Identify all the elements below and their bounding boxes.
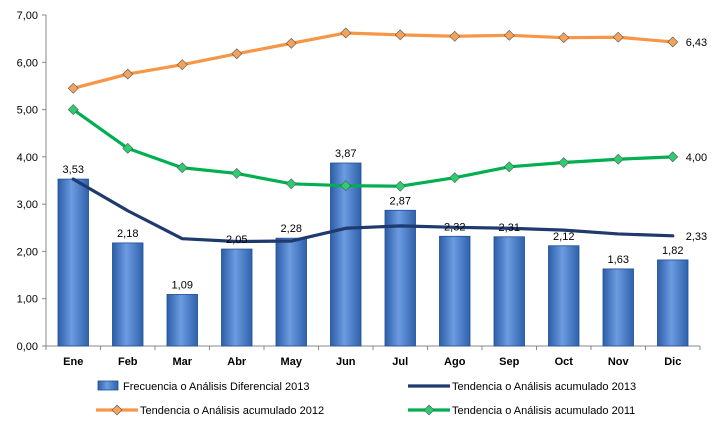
series-point [176, 59, 188, 71]
x-tick-label: Abr [227, 356, 247, 368]
x-tick-label: Sep [499, 356, 519, 368]
bar-data-label: 2,05 [226, 234, 247, 246]
bar-data-label: 1,63 [608, 254, 629, 266]
legend-label: Tendencia o Análisis acumulado 2012 [140, 405, 324, 417]
y-tick-label: 4,00 [17, 152, 38, 164]
series-line [71, 177, 675, 244]
bar-data-label: 3,87 [335, 148, 356, 160]
series-line [71, 107, 675, 188]
bar-data-label: 1,09 [172, 279, 193, 291]
legend-label: Frecuencia o Análisis Diferencial 2013 [123, 381, 310, 393]
x-tick-label: Dic [664, 356, 681, 368]
series-point [503, 161, 515, 173]
series-point [285, 37, 297, 49]
x-tick-label: Jun [336, 356, 356, 368]
y-tick-label: 7,00 [17, 10, 38, 22]
bar-data-label: 2,87 [390, 195, 411, 207]
series-end-label: 4,00 [686, 152, 707, 164]
series-point [558, 157, 570, 168]
legend-swatch-marker [111, 404, 123, 416]
x-tick-label: Ene [63, 356, 83, 368]
series-point [176, 162, 188, 174]
series-point [449, 30, 461, 42]
series-end-label: 6,43 [686, 37, 707, 49]
x-tick-label: May [281, 356, 303, 368]
bar [330, 162, 362, 347]
x-tick-label: Jul [392, 356, 408, 368]
series-point [340, 180, 352, 192]
legend-swatch-marker [423, 404, 435, 416]
series-point [231, 48, 243, 60]
series-point [394, 29, 406, 41]
series-point [667, 151, 679, 163]
x-tick-label: Oct [555, 356, 574, 368]
x-tick-label: Feb [118, 356, 138, 368]
series-point [394, 180, 406, 192]
bar-data-label: 2,18 [117, 228, 138, 240]
series-point [122, 68, 134, 80]
legend-label: Tendencia o Análisis acumulado 2011 [452, 405, 635, 417]
bar [548, 245, 580, 347]
series-point [231, 167, 243, 179]
bar-data-label: 3,53 [63, 164, 84, 176]
y-tick-label: 1,00 [17, 294, 38, 306]
bar [602, 268, 634, 347]
series-point [558, 32, 570, 44]
x-tick-label: Ago [444, 356, 466, 368]
series-line [71, 31, 675, 90]
series-point [340, 27, 352, 39]
series-point [67, 82, 79, 94]
y-tick-label: 2,00 [17, 246, 38, 258]
series-end-label: 2,33 [686, 231, 707, 243]
bar [166, 294, 198, 347]
y-tick-label: 6,00 [17, 57, 38, 69]
x-tick-label: Mar [172, 356, 192, 368]
bar [57, 178, 89, 347]
bar-data-label: 2,32 [444, 221, 465, 233]
series-point [612, 31, 624, 43]
legend-swatch-bar [97, 380, 119, 391]
series-point [285, 178, 297, 190]
bar-data-label: 2,28 [281, 223, 302, 235]
series-point [667, 36, 679, 48]
x-tick-label: Nov [608, 356, 630, 368]
bar-data-label: 2,12 [553, 231, 574, 243]
series-point [503, 29, 515, 41]
y-tick-label: 0,00 [17, 341, 38, 353]
bar [493, 236, 525, 347]
bar [275, 237, 307, 347]
series-point [449, 172, 461, 184]
y-tick-label: 3,00 [17, 199, 38, 211]
bar [657, 259, 689, 347]
bar-data-label: 2,31 [499, 222, 520, 234]
y-tick-label: 5,00 [17, 105, 38, 117]
bar [384, 209, 416, 347]
bar [439, 235, 471, 347]
bar [221, 248, 253, 347]
legend-label: Tendencia o Análisis acumulado 2013 [452, 381, 636, 393]
bar [112, 242, 144, 347]
bar-data-label: 1,82 [662, 245, 683, 257]
series-point [122, 142, 134, 154]
series-point [67, 104, 79, 115]
series-point [612, 153, 624, 165]
